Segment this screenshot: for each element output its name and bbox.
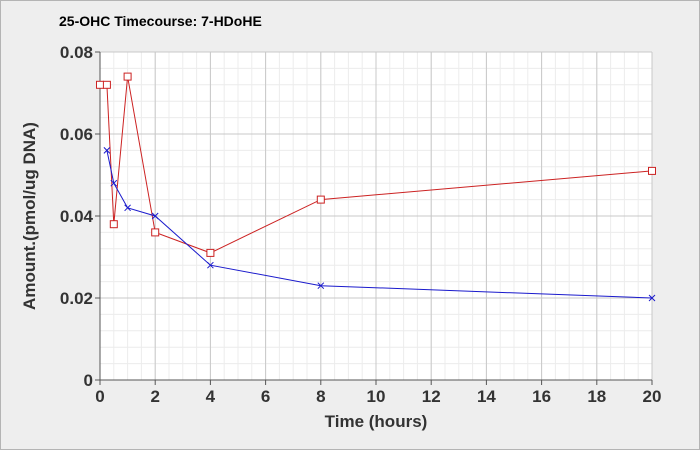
series-1-point (316, 195, 325, 204)
series-1-line (100, 76, 653, 254)
x-tick-label: 4 (206, 387, 216, 406)
x-tick-label: 10 (367, 387, 386, 406)
y-tick-label: 0.02 (60, 289, 93, 308)
series-2-point (103, 147, 111, 154)
x-tick-label: 18 (587, 387, 606, 406)
x-tick-label: 2 (150, 387, 159, 406)
series-group (96, 72, 656, 302)
x-tick-label: 16 (532, 387, 551, 406)
point-cross-stroke (110, 179, 118, 187)
series-2-point (110, 179, 118, 187)
series-1-point (206, 248, 215, 257)
series-1-point (96, 80, 104, 89)
series-1-point (648, 166, 656, 175)
series-2-point (207, 261, 214, 269)
series-1-point (123, 72, 132, 81)
point-cross-stroke (207, 261, 214, 269)
series-1-point (102, 80, 111, 89)
x-axis-label: Time (hours) (325, 412, 428, 431)
point-cross-stroke (317, 282, 325, 290)
x-tick-label: 6 (261, 387, 270, 406)
series-2-point (151, 212, 159, 220)
point-cross-stroke (648, 294, 656, 302)
series-2-point (124, 204, 131, 212)
point-cross-stroke (151, 212, 159, 220)
series-1-point (109, 220, 118, 229)
x-tick-label: 0 (95, 387, 104, 406)
y-axis-label: Amount.(pmol/ug DNA) (20, 122, 39, 310)
x-tick-label: 8 (316, 387, 325, 406)
y-tick-label: 0 (84, 371, 93, 390)
x-tick-label: 14 (477, 387, 496, 406)
grid (99, 51, 653, 381)
y-tick-label: 0.08 (60, 43, 93, 62)
series-2-point (317, 282, 325, 290)
y-tick-label: 0.04 (60, 207, 94, 226)
point-cross-stroke (103, 147, 111, 154)
series-1-point (151, 228, 160, 237)
x-tick-label: 12 (422, 387, 441, 406)
point-cross-stroke (124, 204, 131, 212)
x-tick-label: 20 (643, 387, 662, 406)
chart-title: 25-OHC Timecourse: 7-HDoHE (59, 13, 262, 29)
y-tick-label: 0.06 (60, 125, 93, 144)
tick-labels: 0 2 4 6 8 10 12 14 16 18 20 0 0.02 0.04 0.06 0.08 (60, 43, 662, 406)
series-2-point (648, 294, 656, 302)
